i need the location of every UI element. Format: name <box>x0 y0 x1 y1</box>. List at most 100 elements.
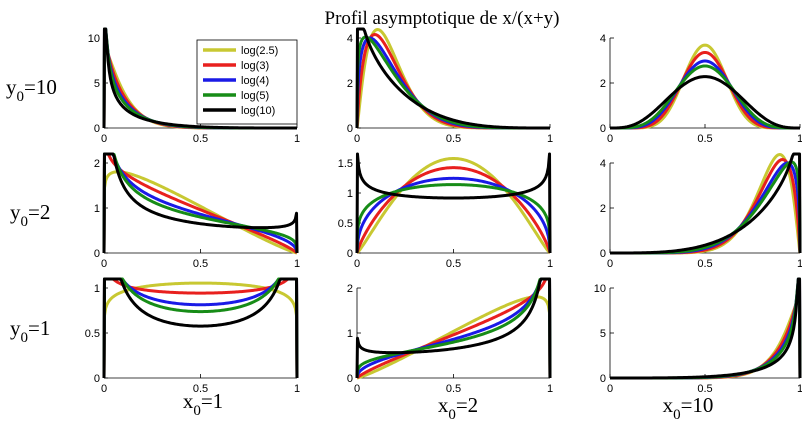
series-line-log(3) <box>355 166 552 254</box>
series-line-log(3) <box>608 50 802 130</box>
x-tick-label: 0.5 <box>697 383 712 395</box>
series-line-log(3) <box>355 277 552 380</box>
y-tick-label: 2 <box>94 158 100 170</box>
x-tick-label: 0 <box>607 133 613 145</box>
y-tick-label: 5 <box>94 78 100 90</box>
x-tick-label: 1 <box>547 383 553 395</box>
panel-2-1: 0 1 2 0 0.5 1 <box>347 277 553 395</box>
legend-item-4: log(10) <box>203 105 275 117</box>
x-tick-label: 0.5 <box>697 258 712 270</box>
series-line-log(10) <box>355 277 552 379</box>
col-label-0-rest: =1 <box>201 389 223 413</box>
row-label-1-base: y <box>10 200 21 224</box>
panel-1-0: 0 1 2 0 0.5 1 <box>94 152 300 270</box>
series-line-log(10) <box>102 152 299 254</box>
series-line-log(10) <box>608 277 802 380</box>
y-tick-label: 0 <box>94 248 100 260</box>
legend-label-0: log(2.5) <box>241 45 278 57</box>
x-tick-label: 0 <box>607 383 613 395</box>
x-tick-label: 0 <box>354 258 360 270</box>
x-tick-label: 0 <box>101 383 107 395</box>
series-line-log(5) <box>102 277 299 379</box>
series-line-log(4) <box>355 36 552 130</box>
col-label-2-base: x <box>663 393 674 417</box>
x-tick-label: 0 <box>354 383 360 395</box>
y-tick-label: 4 <box>600 158 606 170</box>
y-tick-label: 0 <box>347 248 353 260</box>
x-tick-label: 1 <box>797 258 802 270</box>
row-label-2-rest: =1 <box>28 316 50 340</box>
y-tick-label: 0.5 <box>85 328 100 340</box>
series-line-log(10) <box>355 152 552 254</box>
row-label-2-sub: 0 <box>21 330 29 346</box>
series-line-log(4) <box>102 152 299 254</box>
series-line-log(4) <box>355 176 552 254</box>
series-line-log(4) <box>608 161 802 255</box>
y-tick-label: 0 <box>347 373 353 385</box>
row-label-1-sub: 0 <box>21 214 29 230</box>
y-tick-label: 1 <box>94 203 100 215</box>
x-tick-label: 0.5 <box>446 383 461 395</box>
y-tick-label: 2 <box>600 203 606 215</box>
row-label-0-rest: =10 <box>24 75 57 99</box>
series-line-log(5) <box>608 160 802 255</box>
x-tick-label: 0.5 <box>193 383 208 395</box>
y-tick-label: 5 <box>600 328 606 340</box>
y-tick-label: 0 <box>347 123 353 135</box>
panel-1-1: 0 0.5 1 1.5 0 0.5 1 <box>338 152 553 270</box>
x-tick-label: 0 <box>607 258 613 270</box>
row-label-0-base: y <box>6 75 17 99</box>
panel-2-2: 0 5 10 0 0.5 1 <box>594 277 802 395</box>
panel-2-0: 0 0.5 1 0 0.5 1 <box>85 277 300 395</box>
series-line-log(10) <box>608 152 802 255</box>
x-tick-label: 0.5 <box>446 258 461 270</box>
series-line-log(5) <box>608 64 802 130</box>
col-label-0-base: x <box>183 389 194 413</box>
y-tick-label: 2 <box>347 78 353 90</box>
y-tick-label: 1 <box>347 328 353 340</box>
legend-label-2: log(4) <box>241 75 269 87</box>
figure-title: Profil asymptotique de x/(x+y) <box>325 8 560 29</box>
x-tick-label: 1 <box>547 258 553 270</box>
y-tick-label: 1 <box>94 283 100 295</box>
series-line-log(2.5) <box>608 43 802 130</box>
series-line-log(3) <box>102 277 299 379</box>
row-label-2: y0=1 <box>10 316 50 346</box>
col-label-1-base: x <box>438 393 449 417</box>
row-label-0-sub: 0 <box>17 89 25 105</box>
col-label-1: x0=2 <box>438 393 478 422</box>
x-tick-label: 1 <box>294 258 300 270</box>
series-line-log(4) <box>355 277 552 379</box>
col-label-2-sub: 0 <box>673 407 681 422</box>
series-line-log(5) <box>102 152 299 254</box>
series-line-log(2.5) <box>608 300 802 380</box>
x-tick-label: 1 <box>797 383 802 395</box>
x-tick-label: 0 <box>101 133 107 145</box>
panel-0-1: 0 2 4 0 0.5 1 <box>347 27 553 145</box>
legend-item-2: log(4) <box>203 75 269 87</box>
y-tick-label: 4 <box>347 33 353 45</box>
series-line-log(3) <box>355 33 552 130</box>
col-label-2-rest: =10 <box>681 393 714 417</box>
y-tick-label: 4 <box>600 33 606 45</box>
row-label-1-rest: =2 <box>28 200 50 224</box>
legend-label-1: log(3) <box>241 60 269 72</box>
x-tick-label: 0.5 <box>193 133 208 145</box>
x-tick-label: 0.5 <box>446 133 461 145</box>
row-label-1: y0=2 <box>10 200 50 230</box>
x-tick-label: 1 <box>547 133 553 145</box>
series-line-log(2.5) <box>355 157 552 255</box>
y-tick-label: 0 <box>600 123 606 135</box>
col-label-0: x0=1 <box>183 389 223 419</box>
y-tick-label: 0 <box>94 373 100 385</box>
row-label-2-base: y <box>10 316 21 340</box>
y-tick-label: 1.5 <box>338 158 353 170</box>
legend-item-3: log(5) <box>203 90 269 102</box>
col-label-0-sub: 0 <box>193 403 201 419</box>
legend-label-4: log(10) <box>241 105 275 117</box>
panel-0-2: 0 2 4 0 0.5 1 <box>600 33 802 145</box>
series-line-log(5) <box>355 183 552 254</box>
x-tick-label: 0.5 <box>193 258 208 270</box>
